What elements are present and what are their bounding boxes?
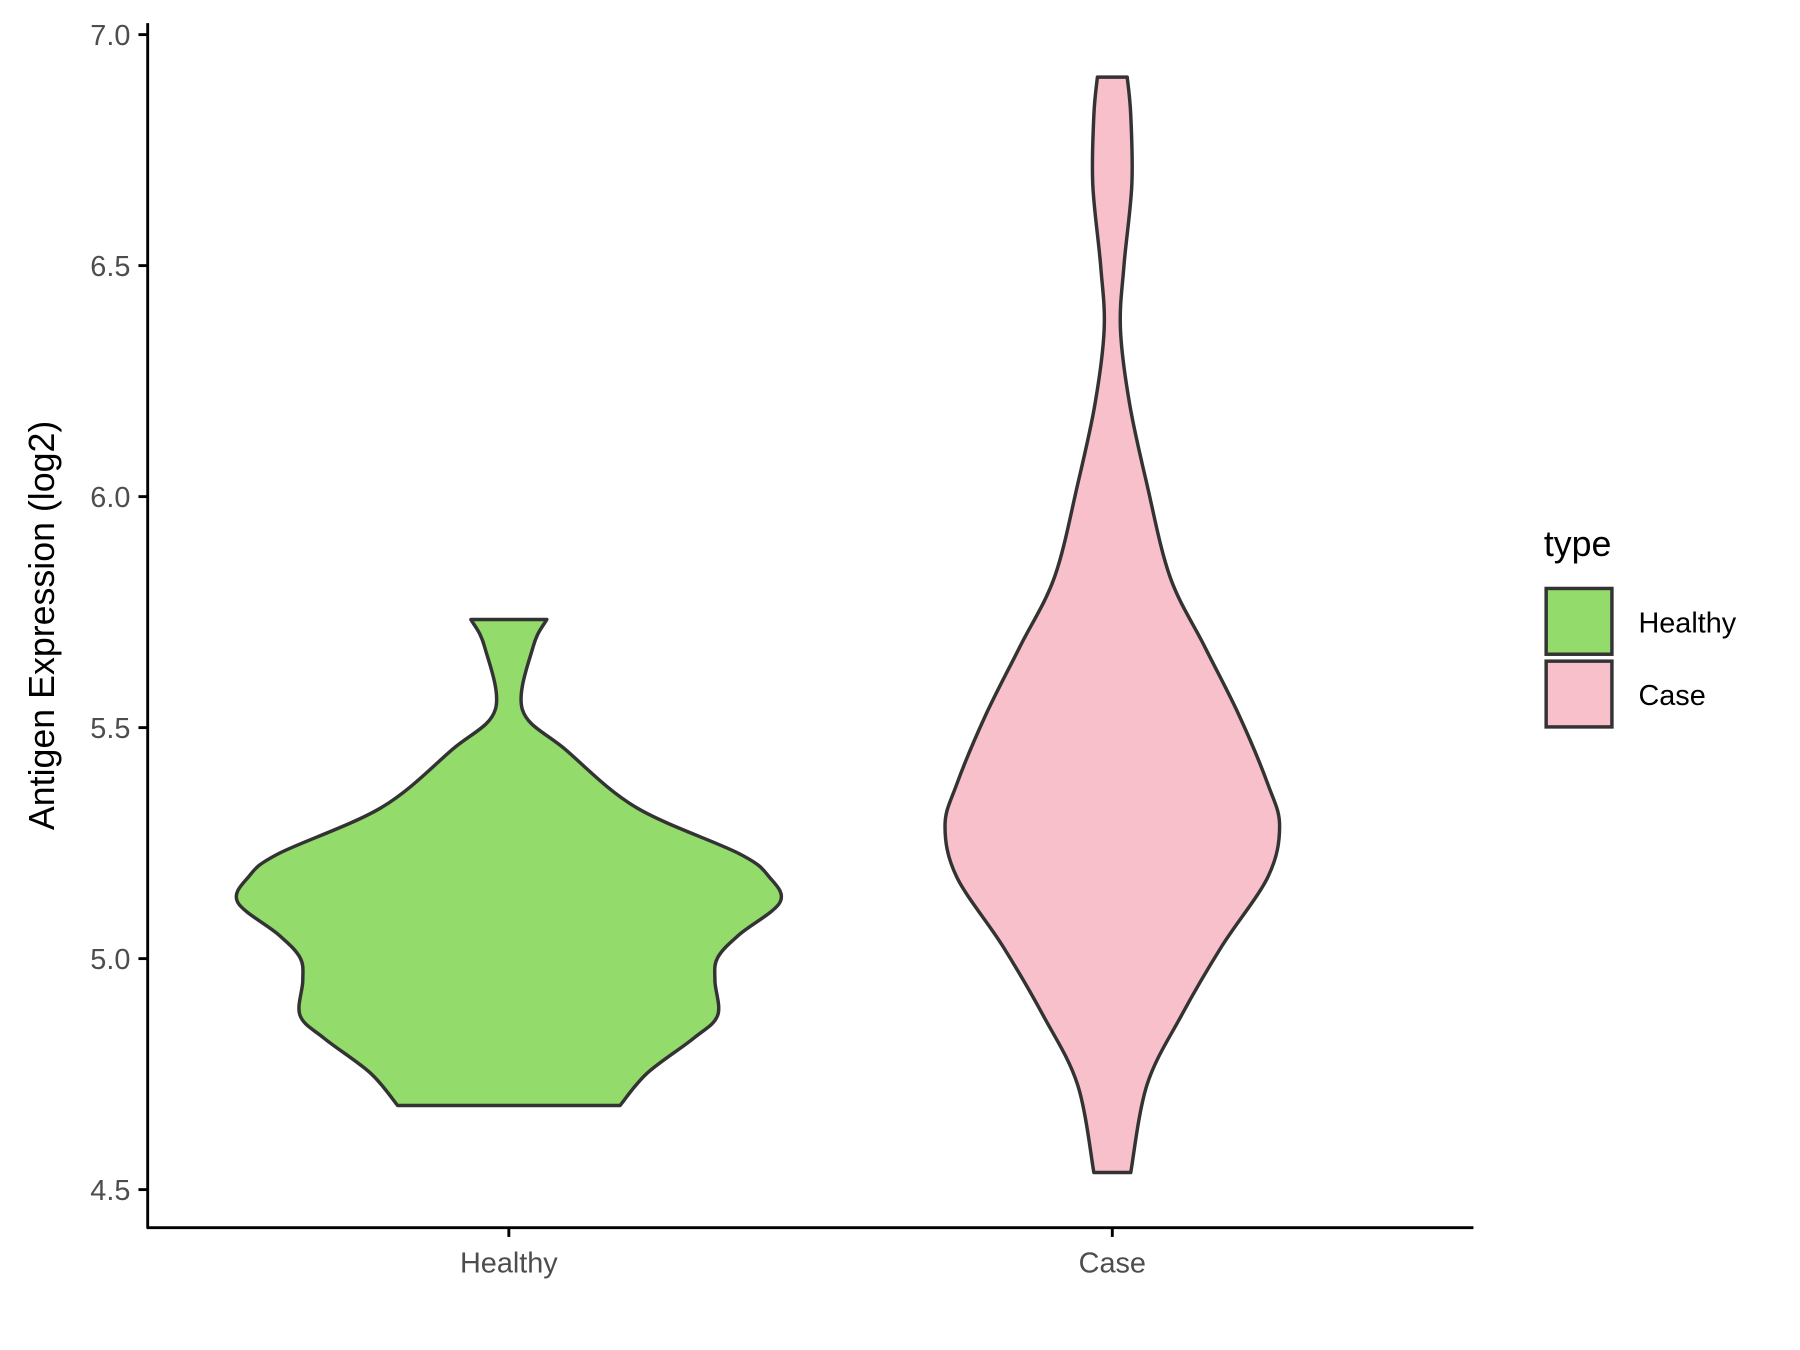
y-ticks: 4.5 5.0 5.5 6.0 6.5 7.0 [90,20,148,1207]
y-tick-label: 7.0 [90,20,130,52]
y-tick-label: 6.5 [90,251,130,283]
x-tick-label: Case [1079,1248,1146,1280]
y-tick-label: 4.5 [90,1175,130,1207]
legend-key-case [1544,659,1614,729]
legend: type Healthy Case [1544,524,1737,729]
legend-label: Case [1638,680,1705,712]
y-tick-label: 6.0 [90,482,130,514]
violin-healthy [234,617,784,1108]
y-tick-label: 5.5 [90,713,130,745]
y-tick-label: 5.0 [90,944,130,976]
y-axis-title: Antigen Expression (log2) [22,421,62,830]
x-tick-label: Healthy [460,1248,558,1280]
legend-label: Healthy [1638,607,1736,639]
violin-case [943,75,1282,1175]
violins [234,75,1282,1175]
x-ticks: Healthy Case [460,1227,1146,1280]
legend-title: type [1544,524,1612,564]
legend-key-healthy [1544,586,1614,656]
